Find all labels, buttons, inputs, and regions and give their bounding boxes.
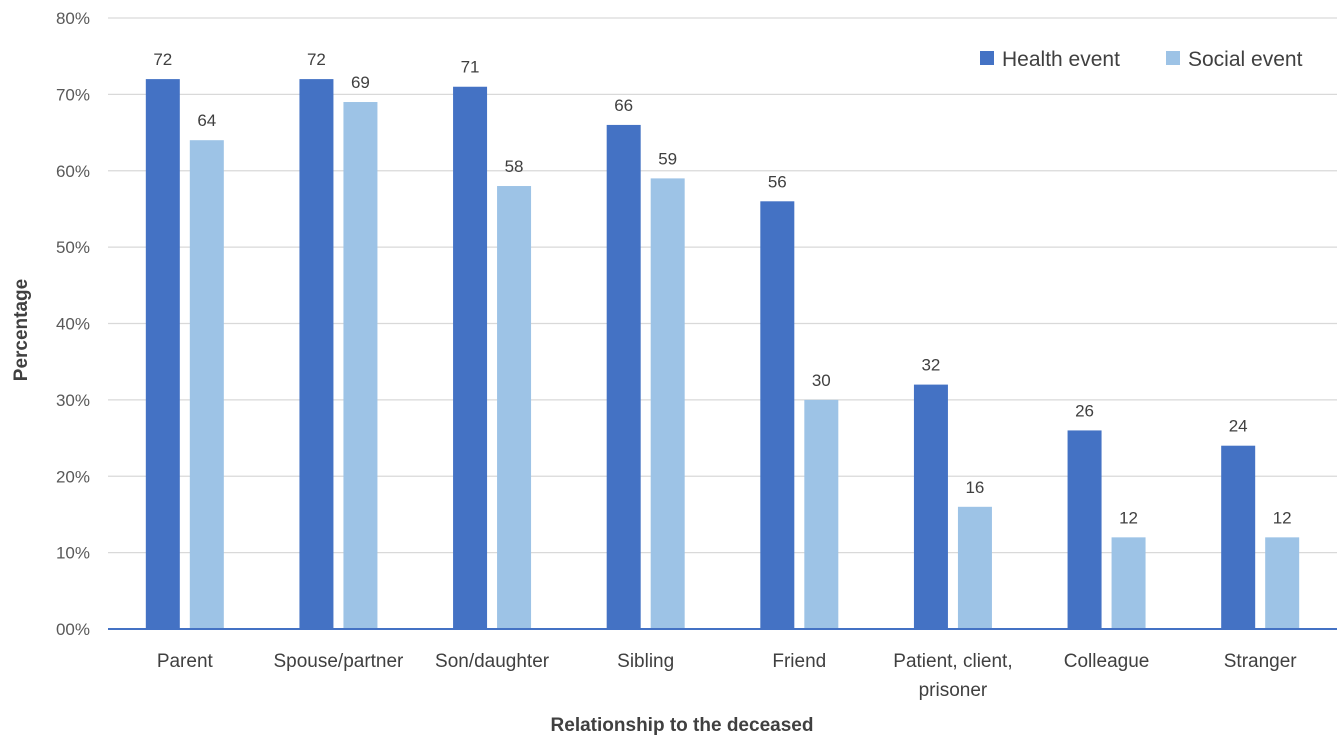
legend-swatch: [1166, 51, 1180, 65]
x-category-label-line: prisoner: [919, 680, 988, 701]
y-tick-label: 00%: [56, 620, 90, 639]
data-label: 72: [307, 50, 326, 69]
bar: [957, 506, 992, 629]
x-category-label: Son/daughter: [435, 651, 550, 672]
bar: [760, 201, 795, 630]
bar: [453, 86, 488, 630]
bar: [913, 384, 948, 629]
x-axis-title: Relationship to the deceased: [551, 715, 814, 736]
bar: [1221, 445, 1256, 629]
y-tick-label: 70%: [56, 85, 90, 104]
gridlines: [108, 17, 1337, 554]
x-category-label-line: Colleague: [1064, 651, 1150, 672]
x-category-label: Colleague: [1064, 651, 1150, 672]
x-category-label-line: Friend: [772, 651, 826, 672]
legend: Health event Social event: [980, 48, 1303, 71]
data-label: 12: [1119, 508, 1138, 527]
x-category-label: Parent: [157, 651, 214, 672]
x-category-label: Spouse/partner: [273, 651, 404, 672]
y-axis-title: Percentage: [11, 279, 32, 381]
data-label: 26: [1075, 401, 1094, 420]
bar: [1067, 430, 1102, 629]
legend-label: Social event: [1188, 48, 1303, 71]
data-label: 56: [768, 172, 787, 191]
x-category-label: Stranger: [1224, 651, 1298, 672]
x-category-label-line: Spouse/partner: [273, 651, 404, 672]
data-label: 12: [1273, 508, 1292, 527]
bar: [804, 399, 839, 629]
y-tick-label: 10%: [56, 544, 90, 563]
bar: [606, 124, 641, 630]
legend-swatch: [980, 51, 994, 65]
bar: [189, 140, 224, 629]
x-axis-categories: Parent Spouse/partner Son/daughter Sibling F…: [157, 651, 1297, 701]
y-tick-label: 40%: [56, 315, 90, 334]
x-category-label-line: Sibling: [617, 651, 674, 672]
data-label: 32: [921, 356, 940, 375]
bar: [299, 79, 334, 630]
data-label: 59: [658, 149, 677, 168]
data-label: 30: [812, 371, 831, 390]
bar: [343, 102, 378, 629]
data-label: 64: [197, 111, 216, 130]
legend-label: Health event: [1002, 48, 1120, 71]
x-category-label-line: Parent: [157, 651, 214, 672]
data-label: 69: [351, 73, 370, 92]
bar: [650, 178, 685, 629]
y-tick-label: 80%: [56, 9, 90, 28]
data-label: 58: [505, 157, 524, 176]
data-label: 72: [153, 50, 172, 69]
x-category-label-line: Son/daughter: [435, 651, 550, 672]
bar: [145, 79, 180, 630]
x-category-label-line: Stranger: [1224, 651, 1298, 672]
data-labels: 72 64 72 69 71 58 66 59 56 30 32 16 26 12 24 12: [153, 50, 1291, 527]
y-axis-ticks: 00% 10% 20% 30% 40% 50% 60% 70% 80%: [56, 9, 90, 639]
x-category-label: Patient, client, prisoner: [893, 651, 1012, 701]
data-label: 71: [461, 58, 480, 77]
bar: [1111, 537, 1146, 629]
bars: [145, 79, 1300, 630]
y-tick-label: 20%: [56, 467, 90, 486]
y-tick-label: 50%: [56, 238, 90, 257]
data-label: 66: [614, 96, 633, 115]
x-category-label: Sibling: [617, 651, 674, 672]
x-category-label: Friend: [772, 651, 826, 672]
bar: [497, 186, 532, 629]
y-tick-label: 30%: [56, 391, 90, 410]
data-label: 24: [1229, 417, 1248, 436]
bar: [1265, 537, 1300, 629]
x-category-label-line: Patient, client,: [893, 651, 1012, 672]
data-label: 16: [965, 478, 984, 497]
y-tick-label: 60%: [56, 162, 90, 181]
